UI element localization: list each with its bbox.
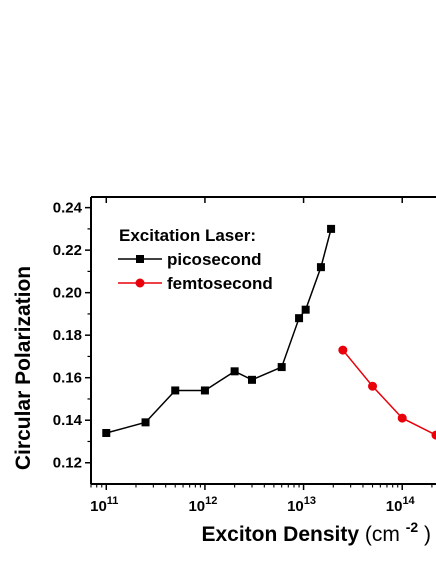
legend-marker-picosecond <box>136 255 144 263</box>
data-point-picosecond <box>141 418 150 427</box>
legend-marker-femtosecond <box>135 278 145 288</box>
legend-entries: picosecond femtosecond <box>118 250 273 293</box>
data-point-picosecond <box>247 375 256 384</box>
legend-label-femtosecond: femtosecond <box>167 274 273 293</box>
data-point-picosecond <box>316 263 325 272</box>
legend-title: Excitation Laser: <box>119 226 256 245</box>
legend-label-picosecond: picosecond <box>167 250 261 269</box>
series-layer <box>102 224 436 440</box>
data-point-femtosecond <box>338 345 348 355</box>
y-tick-label: 0.18 <box>53 327 82 344</box>
y-tick-label: 0.16 <box>53 370 82 387</box>
series-line-femtosecond <box>342 349 436 436</box>
x-tick-label-exp: 14 <box>402 495 415 507</box>
y-tick-label: 0.12 <box>53 455 82 472</box>
x-axis-title: Exciton Density (cm -2 ) <box>201 514 431 546</box>
data-point-picosecond <box>277 363 286 372</box>
y-axis-title: Circular Polarization <box>12 266 35 470</box>
data-point-picosecond <box>327 224 336 233</box>
y-tick-label: 0.20 <box>53 285 82 302</box>
y-axis: 0.12 0.14 0.16 0.18 0.20 0.22 0.24 <box>53 200 91 472</box>
x-axis-title-unit-exp: -2 <box>406 519 419 535</box>
x-tick-label-base: 10 <box>386 498 403 515</box>
x-tick-label-base: 10 <box>287 498 304 515</box>
x-tick-label: 1011 <box>90 495 118 515</box>
legend: Excitation Laser: picosecond femtosecond <box>118 226 273 293</box>
data-point-picosecond <box>230 367 239 376</box>
x-tick-label: 1012 <box>188 495 217 515</box>
x-tick-label-exp: 11 <box>107 495 119 507</box>
x-tick-label: 1014 <box>386 495 416 515</box>
plot-frame <box>90 196 436 485</box>
x-tick-label: 1013 <box>287 495 316 515</box>
x-axis: 1011 1012 1013 1014 <box>90 197 433 515</box>
y-tick-label: 0.24 <box>53 200 83 217</box>
x-tick-label-exp: 13 <box>304 495 316 507</box>
data-point-femtosecond <box>431 430 436 440</box>
x-axis-title-unit-close: ) <box>424 523 431 546</box>
legend-entry-femtosecond: femtosecond <box>118 274 273 293</box>
legend-entry-picosecond: picosecond <box>118 250 261 269</box>
y-tick-label: 0.22 <box>53 242 82 259</box>
x-tick-label-exp: 12 <box>205 495 217 507</box>
x-axis-title-main: Exciton Density <box>201 523 364 546</box>
data-point-picosecond <box>200 386 209 395</box>
data-point-picosecond <box>301 305 310 314</box>
data-point-picosecond <box>171 386 180 395</box>
data-point-picosecond <box>295 314 304 323</box>
data-point-femtosecond <box>397 413 407 423</box>
data-point-picosecond <box>102 428 111 437</box>
x-axis-title-unit-open: (cm <box>365 523 400 546</box>
x-tick-label-base: 10 <box>90 498 107 515</box>
y-tick-label: 0.14 <box>53 412 83 429</box>
data-point-femtosecond <box>368 381 378 391</box>
x-tick-label-base: 10 <box>188 498 205 515</box>
series-femtosecond <box>338 345 436 440</box>
series-picosecond <box>102 224 336 437</box>
